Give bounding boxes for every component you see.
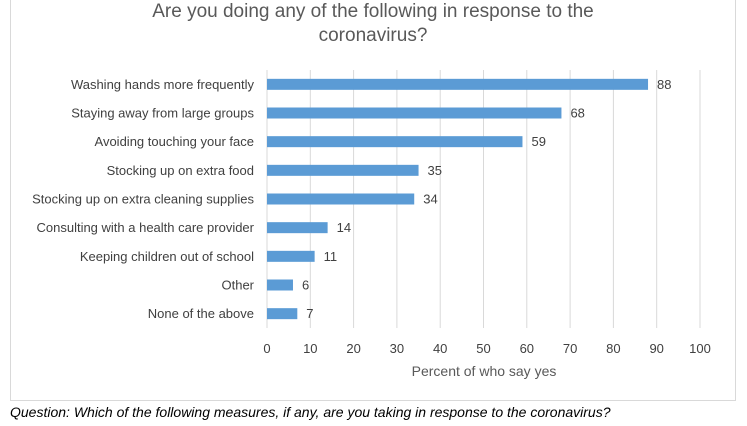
value-label: 6 — [302, 278, 309, 293]
x-axis-title: Percent of who say yes — [412, 363, 557, 379]
bar — [267, 164, 419, 176]
bars — [267, 78, 649, 320]
category-label: Other — [221, 278, 254, 293]
value-label: 11 — [324, 249, 338, 264]
x-tick-label: 20 — [346, 341, 360, 356]
value-label: 59 — [531, 134, 545, 149]
bar — [267, 107, 562, 119]
value-label: 14 — [337, 220, 351, 235]
bar — [267, 222, 328, 234]
category-label: Stocking up on extra food — [107, 163, 254, 178]
chart-title: Are you doing any of the following in re… — [152, 1, 594, 46]
chart-title-line-2: coronavirus? — [319, 25, 428, 46]
category-label: Consulting with a health care provider — [36, 220, 254, 235]
bar — [267, 308, 298, 320]
x-tick-label: 100 — [689, 341, 711, 356]
x-tick-label: 70 — [563, 341, 577, 356]
category-label: None of the above — [148, 306, 254, 321]
bar — [267, 78, 649, 90]
x-tick-labels: 0 10 20 30 40 50 60 70 80 90 100 — [263, 341, 710, 356]
bar — [267, 136, 523, 148]
chart-frame — [10, 0, 736, 401]
bar — [267, 193, 415, 205]
category-label: Washing hands more frequently — [71, 77, 255, 92]
x-tick-label: 30 — [390, 341, 404, 356]
x-tick-label: 50 — [476, 341, 490, 356]
x-tick-label: 10 — [303, 341, 317, 356]
x-tick-label: 80 — [606, 341, 620, 356]
category-label: Avoiding touching your face — [95, 134, 254, 149]
chart-title-line-1: Are you doing any of the following in re… — [152, 1, 594, 22]
value-labels: 88 68 59 35 34 14 11 6 7 — [302, 77, 672, 321]
bar-chart: Are you doing any of the following in re… — [32, 1, 711, 379]
bar — [267, 279, 293, 291]
question-caption: Question: Which of the following measure… — [10, 404, 611, 420]
x-tick-label: 60 — [520, 341, 534, 356]
x-tick-label: 90 — [649, 341, 663, 356]
x-tick-label: 40 — [433, 341, 447, 356]
bar — [267, 250, 315, 262]
category-labels: Washing hands more frequently Staying awa… — [32, 77, 255, 321]
category-label: Stocking up on extra cleaning supplies — [32, 192, 254, 207]
category-label: Keeping children out of school — [80, 249, 254, 264]
value-label: 7 — [306, 306, 313, 321]
value-label: 88 — [657, 77, 671, 92]
category-label: Staying away from large groups — [71, 106, 254, 121]
value-label: 34 — [423, 192, 437, 207]
value-label: 68 — [570, 106, 584, 121]
x-tick-label: 0 — [263, 341, 270, 356]
value-label: 35 — [428, 163, 442, 178]
